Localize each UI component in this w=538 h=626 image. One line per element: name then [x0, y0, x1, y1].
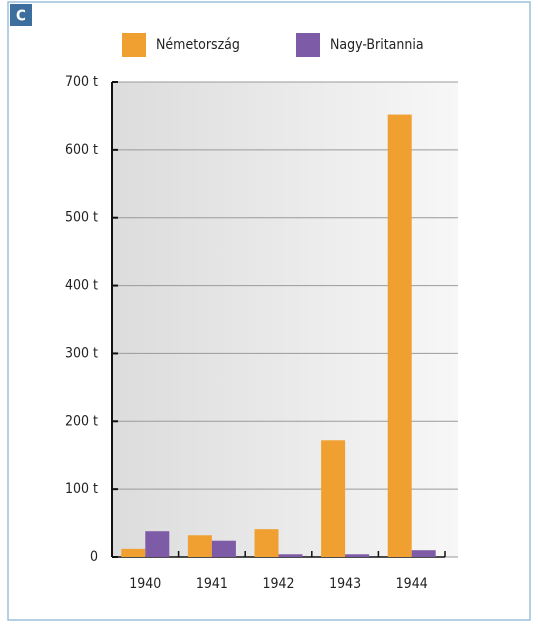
bar: [121, 548, 146, 557]
bar: [411, 550, 436, 557]
y-tick-label: 400 t: [65, 278, 98, 294]
y-tick-label: 300 t: [65, 345, 98, 361]
bar: [254, 529, 279, 557]
legend-label: Nagy-Britannia: [330, 37, 424, 53]
x-tick-label: 1940: [129, 576, 161, 592]
x-tick-label: 1941: [196, 576, 228, 592]
x-tick-label: 1942: [262, 576, 294, 592]
y-tick-label: 200 t: [65, 413, 98, 429]
y-tick-label: 100 t: [65, 481, 98, 497]
y-tick-label: 0: [90, 549, 98, 565]
panel-label: C: [16, 7, 26, 25]
bar: [345, 554, 370, 557]
y-tick-label: 600 t: [65, 142, 98, 158]
legend-swatch: [122, 33, 146, 57]
bar: [187, 535, 212, 557]
legend-label: Németország: [156, 37, 240, 53]
legend-swatch: [296, 33, 320, 57]
bar: [387, 114, 412, 558]
bar: [145, 531, 170, 557]
bar: [321, 440, 346, 557]
y-tick-label: 500 t: [65, 210, 98, 226]
bar: [278, 554, 303, 557]
panel-badge: [10, 4, 32, 26]
bar: [211, 540, 236, 557]
x-tick-label: 1943: [329, 576, 361, 592]
x-tick-label: 1944: [396, 576, 428, 592]
y-tick-label: 700 t: [65, 74, 98, 90]
